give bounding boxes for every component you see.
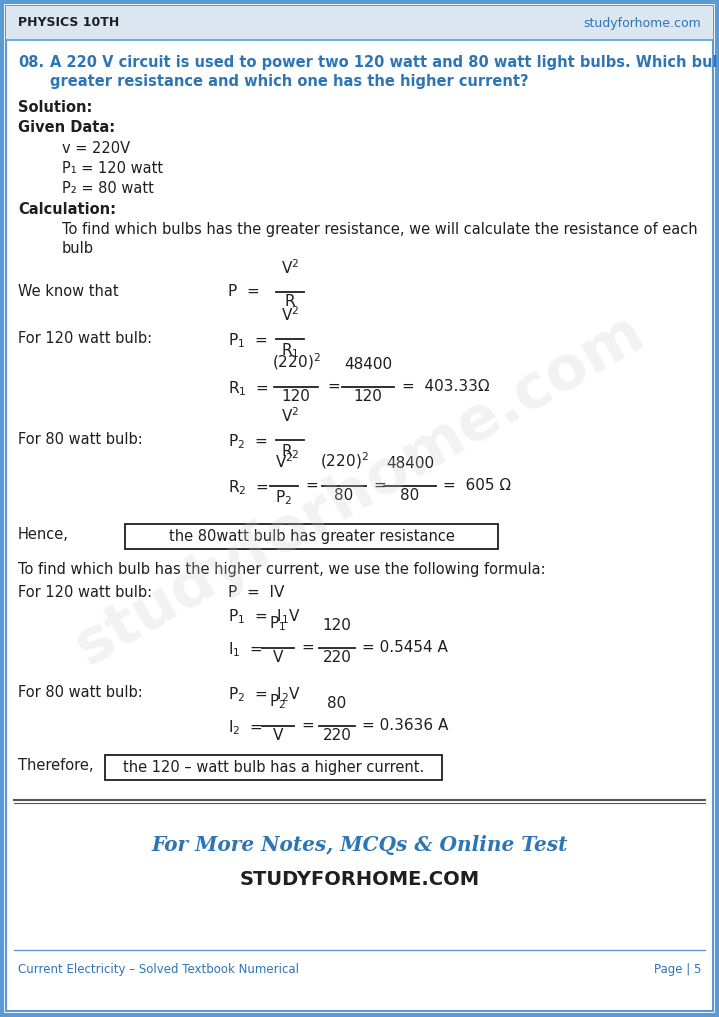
Text: =: =: [373, 478, 386, 493]
Text: P$_1$  =  I$_1$V: P$_1$ = I$_1$V: [228, 607, 301, 625]
Text: Calculation:: Calculation:: [18, 202, 116, 217]
Text: V$^2$: V$^2$: [281, 258, 299, 277]
Text: =: =: [327, 379, 340, 394]
Text: Page | 5: Page | 5: [654, 963, 701, 976]
Text: $(220)^2$: $(220)^2$: [319, 451, 368, 471]
Bar: [105, 755, 442, 780]
Text: P$_2$: P$_2$: [275, 488, 293, 506]
Text: For 120 watt bulb:: For 120 watt bulb:: [18, 585, 152, 600]
Text: 220: 220: [323, 728, 352, 743]
Text: P$_2$: P$_2$: [270, 693, 286, 711]
Text: v = 220V: v = 220V: [62, 141, 130, 156]
Text: Current Electricity – Solved Textbook Numerical: Current Electricity – Solved Textbook Nu…: [18, 963, 299, 976]
Text: P₁ = 120 watt: P₁ = 120 watt: [62, 161, 163, 176]
Text: To find which bulb has the higher current, we use the following formula:: To find which bulb has the higher curren…: [18, 562, 546, 577]
Text: $(220)^2$: $(220)^2$: [272, 351, 321, 372]
Text: =  605 Ω: = 605 Ω: [443, 478, 511, 493]
Text: P$_2$  =  I$_2$V: P$_2$ = I$_2$V: [228, 685, 301, 704]
Text: 48400: 48400: [386, 456, 434, 471]
Text: For 120 watt bulb:: For 120 watt bulb:: [18, 331, 152, 346]
Text: STUDYFORHOME.COM: STUDYFORHOME.COM: [240, 870, 480, 889]
Text: A 220 V circuit is used to power two 120 watt and 80 watt light bulbs. Which bul: A 220 V circuit is used to power two 120…: [50, 55, 719, 70]
Text: PHYSICS 10TH: PHYSICS 10TH: [18, 16, 119, 29]
Text: I$_1$  =: I$_1$ =: [228, 640, 262, 659]
Text: R$_2$: R$_2$: [281, 442, 299, 461]
Text: R$_2$  =: R$_2$ =: [228, 478, 269, 496]
Text: 08.: 08.: [18, 55, 44, 70]
Text: bulb: bulb: [62, 241, 94, 256]
Text: I$_2$  =: I$_2$ =: [228, 718, 262, 736]
Text: =: =: [305, 478, 318, 493]
Text: 120: 120: [282, 388, 311, 404]
Text: studyforhome.com: studyforhome.com: [65, 303, 655, 677]
Bar: [125, 524, 498, 549]
Bar: [6, 6, 713, 40]
Text: 80: 80: [327, 696, 347, 711]
Text: the 120 – watt bulb has a higher current.: the 120 – watt bulb has a higher current…: [123, 760, 424, 775]
Text: 120: 120: [354, 388, 383, 404]
Text: V: V: [273, 728, 283, 743]
Text: =: =: [301, 718, 313, 733]
Text: Hence,: Hence,: [18, 527, 69, 542]
Text: =  403.33Ω: = 403.33Ω: [402, 379, 490, 394]
Text: 120: 120: [323, 618, 352, 633]
Text: Therefore,: Therefore,: [18, 758, 93, 773]
Text: Solution:: Solution:: [18, 100, 92, 115]
Text: For 80 watt bulb:: For 80 watt bulb:: [18, 432, 143, 447]
Text: 80: 80: [334, 488, 354, 503]
Text: To find which bulbs has the greater resistance, we will calculate the resistance: To find which bulbs has the greater resi…: [62, 222, 697, 237]
Text: 220: 220: [323, 650, 352, 665]
Text: =: =: [301, 640, 313, 655]
Text: studyforhome.com: studyforhome.com: [583, 16, 701, 29]
Text: V$^2$: V$^2$: [275, 453, 293, 471]
Text: 80: 80: [400, 488, 420, 503]
Text: P$_1$  =: P$_1$ =: [228, 331, 267, 350]
Text: V$^2$: V$^2$: [281, 407, 299, 425]
Text: P$_1$: P$_1$: [270, 614, 287, 633]
Text: We know that: We know that: [18, 284, 119, 299]
Text: P$_2$  =: P$_2$ =: [228, 432, 267, 451]
Text: the 80watt bulb has greater resistance: the 80watt bulb has greater resistance: [168, 529, 454, 544]
Text: V: V: [273, 650, 283, 665]
Text: P  =: P =: [228, 284, 260, 299]
Text: For More Notes, MCQs & Online Test: For More Notes, MCQs & Online Test: [152, 835, 568, 855]
Text: = 0.3636 A: = 0.3636 A: [362, 718, 449, 733]
Text: For 80 watt bulb:: For 80 watt bulb:: [18, 685, 143, 700]
Text: R$_1$  =: R$_1$ =: [228, 379, 269, 398]
Text: greater resistance and which one has the higher current?: greater resistance and which one has the…: [50, 74, 528, 89]
Text: = 0.5454 A: = 0.5454 A: [362, 640, 448, 655]
Text: 48400: 48400: [344, 357, 392, 372]
Text: V$^2$: V$^2$: [281, 305, 299, 324]
Text: R$_1$: R$_1$: [280, 341, 299, 360]
Text: P  =  IV: P = IV: [228, 585, 285, 600]
Text: Given Data:: Given Data:: [18, 120, 115, 135]
Text: R: R: [285, 294, 296, 309]
Text: P₂ = 80 watt: P₂ = 80 watt: [62, 181, 154, 196]
